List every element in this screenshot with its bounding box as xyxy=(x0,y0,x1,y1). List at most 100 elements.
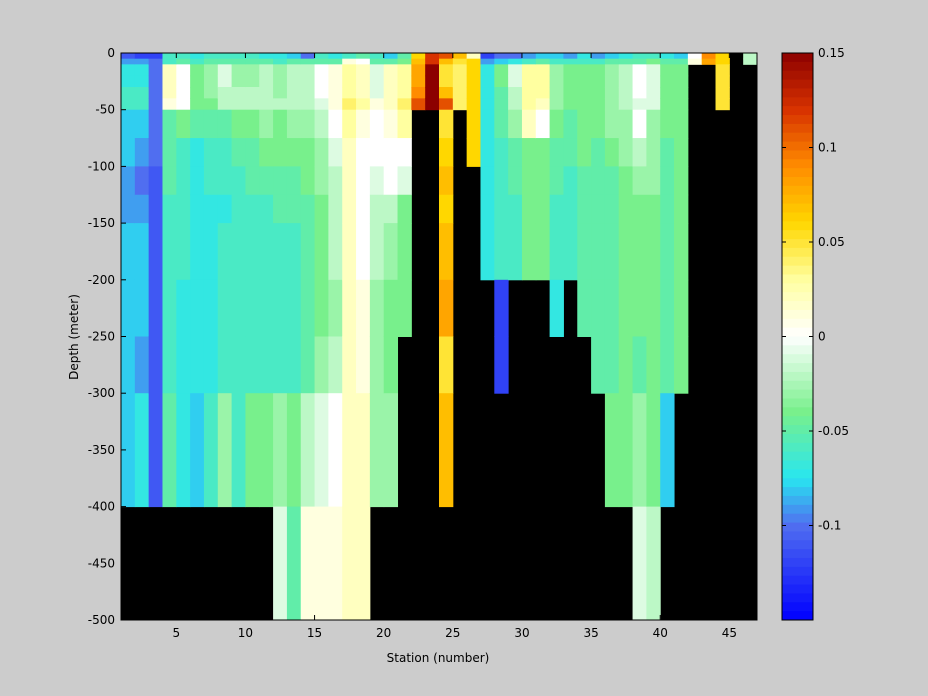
heatmap-cell xyxy=(604,393,620,508)
heatmap-cell xyxy=(494,64,509,77)
heatmap-cell xyxy=(356,336,371,394)
heatmap-cell xyxy=(604,75,620,88)
heatmap-cell xyxy=(162,223,177,281)
y-tick-label: -200 xyxy=(88,273,115,287)
heatmap-cell xyxy=(452,87,468,99)
heatmap-cell xyxy=(425,58,440,65)
heatmap-cell xyxy=(121,98,136,111)
colorbar-band xyxy=(782,433,813,444)
heatmap-cell xyxy=(356,98,371,111)
heatmap-cell xyxy=(148,58,163,65)
heatmap-cell xyxy=(397,58,412,65)
heatmap-cell xyxy=(328,64,343,77)
heatmap-cell xyxy=(148,87,163,99)
heatmap-cell xyxy=(632,87,647,99)
heatmap-cell xyxy=(508,75,523,88)
colorbar-band xyxy=(782,336,813,346)
heatmap-cell xyxy=(715,53,730,60)
heatmap-cell xyxy=(148,393,163,508)
heatmap-cell xyxy=(176,58,191,65)
heatmap-cell xyxy=(134,279,150,337)
heatmap-cell xyxy=(203,64,219,77)
heatmap-cell xyxy=(591,336,606,394)
heatmap-cell xyxy=(715,98,730,111)
heatmap-cell xyxy=(121,64,136,77)
heatmap-cell xyxy=(134,166,150,196)
heatmap-cell xyxy=(549,194,564,224)
heatmap-cell xyxy=(300,87,316,99)
heatmap-cell xyxy=(259,109,274,139)
heatmap-cell xyxy=(646,166,661,196)
heatmap-cell xyxy=(618,138,634,167)
heatmap-cell xyxy=(535,58,551,65)
heatmap-cell xyxy=(259,138,274,167)
heatmap-cell xyxy=(494,223,509,281)
heatmap-cell xyxy=(259,53,274,60)
heatmap-cell xyxy=(577,53,592,60)
heatmap-cell xyxy=(563,64,578,77)
heatmap-cell xyxy=(411,64,426,77)
heatmap-cell xyxy=(273,393,288,508)
heatmap-cell xyxy=(577,75,592,88)
heatmap-cell xyxy=(494,98,509,111)
heatmap-cell xyxy=(314,393,329,508)
colorbar-band xyxy=(782,540,813,550)
heatmap-cell xyxy=(314,336,329,394)
heatmap-cell xyxy=(452,58,468,65)
heatmap-cell xyxy=(190,138,205,167)
heatmap-cell xyxy=(618,336,634,394)
heatmap-cell xyxy=(494,109,509,139)
heatmap-cell xyxy=(715,87,730,99)
heatmap-cell xyxy=(356,506,371,621)
colorbar-band xyxy=(782,504,813,515)
colorbar-band xyxy=(782,442,813,453)
heatmap-cell xyxy=(383,109,399,139)
y-tick-label: -500 xyxy=(88,613,115,627)
heatmap-cell xyxy=(286,506,302,621)
heatmap-cell xyxy=(591,279,606,337)
heatmap-cell xyxy=(231,64,246,77)
heatmap-cell xyxy=(383,87,399,99)
heatmap-cell xyxy=(563,75,578,88)
heatmap-cell xyxy=(577,223,592,281)
heatmap-cell xyxy=(356,279,371,337)
heatmap-cell xyxy=(397,75,412,88)
heatmap-cell xyxy=(245,53,260,60)
heatmap-cell xyxy=(369,194,385,224)
colorbar-band xyxy=(782,611,813,621)
heatmap-cell xyxy=(480,87,495,99)
y-tick-label: -300 xyxy=(88,386,115,400)
heatmap-cell xyxy=(356,138,371,167)
heatmap-cell xyxy=(328,393,343,508)
heatmap-cell xyxy=(369,336,385,394)
heatmap-cell xyxy=(217,393,233,508)
heatmap-cell xyxy=(328,53,343,60)
y-tick-label: -100 xyxy=(88,159,115,173)
heatmap-cell xyxy=(300,64,316,77)
heatmap-cell xyxy=(217,53,233,60)
y-axis: 0 -50 -100 -150 -200 -250 -300 -350 -400 -450 -500 xyxy=(88,46,757,627)
heatmap-cell xyxy=(715,64,730,77)
heatmap-cell xyxy=(217,336,233,394)
colorbar-band xyxy=(782,185,813,196)
heatmap-cell xyxy=(176,279,191,337)
heatmap-cell xyxy=(369,279,385,337)
heatmap-cell xyxy=(618,64,634,77)
heatmap-cell xyxy=(342,393,357,508)
heatmap-cell xyxy=(521,138,537,167)
heatmap-cell xyxy=(632,223,647,281)
heatmap-cell xyxy=(328,75,343,88)
heatmap-cell xyxy=(176,64,191,77)
heatmap-cell xyxy=(618,166,634,196)
heatmap-cell xyxy=(674,58,689,65)
heatmap-cell xyxy=(646,98,661,111)
heatmap-cell xyxy=(134,98,150,111)
heatmap-cell xyxy=(286,279,302,337)
colorbar-band xyxy=(782,88,813,98)
colorbar-band xyxy=(782,203,813,213)
heatmap-cell xyxy=(618,53,634,60)
heatmap-cell xyxy=(439,75,454,88)
colorbar-band xyxy=(782,283,813,293)
heatmap-cell xyxy=(259,64,274,77)
